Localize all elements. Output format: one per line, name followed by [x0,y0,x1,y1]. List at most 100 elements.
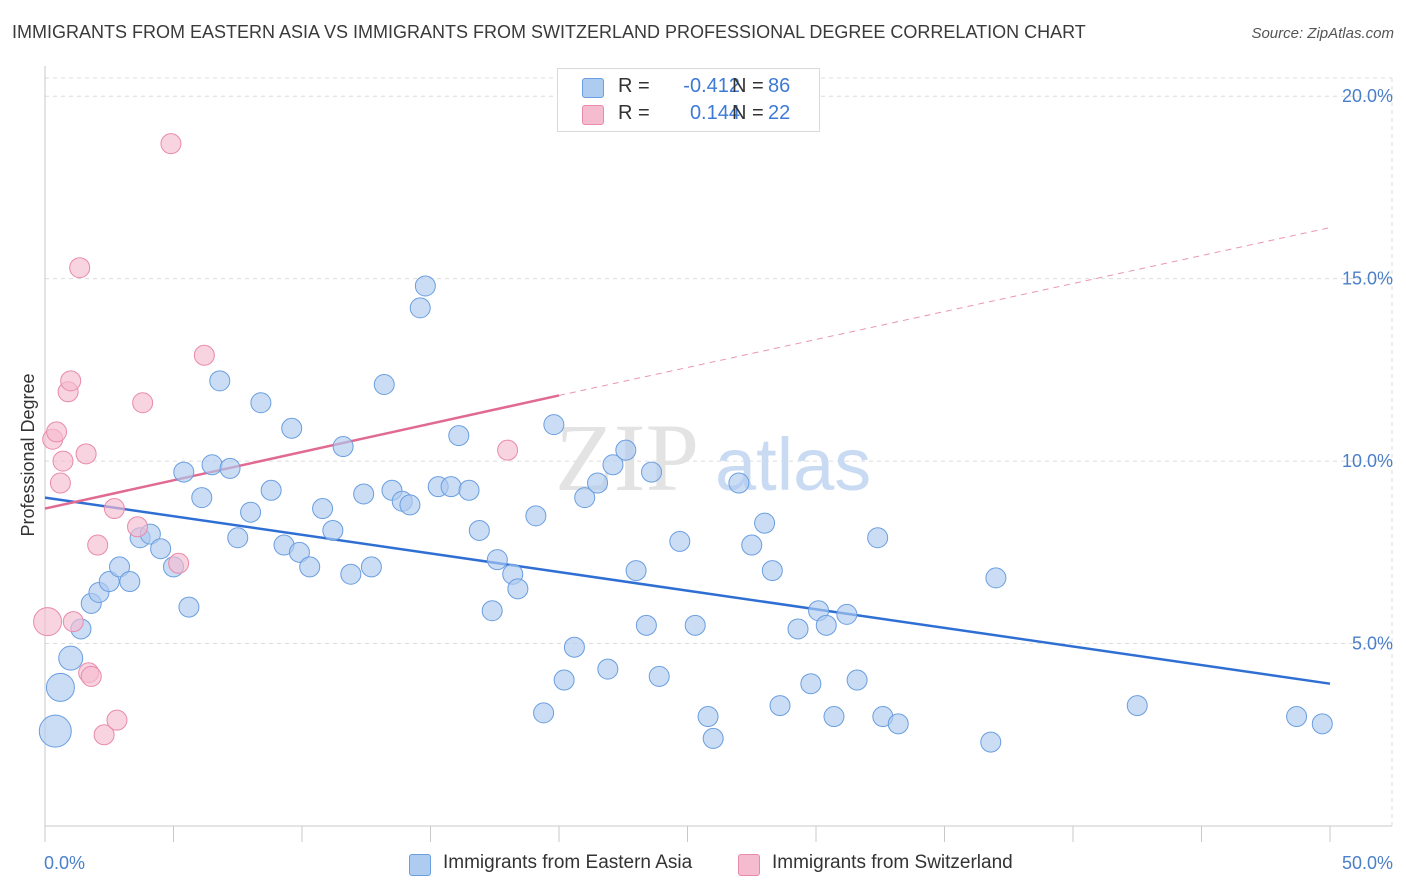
point-eastern-asia [867,527,889,549]
bottom-legend-label: Immigrants from Switzerland [772,852,1013,873]
watermark-atlas: atlas [715,423,871,506]
y-axis-label: Professional Degree [18,373,38,536]
legend-r-value: -0.412 [683,75,740,97]
point-eastern-asia [769,695,791,717]
point-eastern-asia [574,487,596,509]
point-eastern-asia [985,567,1007,589]
point-eastern-asia [836,603,858,625]
point-eastern-asia [250,392,272,414]
point-eastern-asia [648,665,670,687]
point-eastern-asia [754,512,776,534]
point-switzerland [168,552,190,574]
chart-title: IMMIGRANTS FROM EASTERN ASIA VS IMMIGRAN… [12,22,1086,42]
point-switzerland [127,516,149,538]
point-eastern-asia [823,706,845,728]
legend-r-value: 0.144 [689,102,740,124]
point-eastern-asia [409,297,431,319]
point-switzerland [193,344,215,366]
point-eastern-asia [373,373,395,395]
point-switzerland [69,257,91,279]
point-eastern-asia [448,425,470,447]
point-eastern-asia [240,501,262,523]
point-eastern-asia [173,461,195,483]
point-eastern-asia [980,731,1002,753]
point-eastern-asia [227,527,249,549]
x-tick-label: 0.0% [44,853,85,873]
point-switzerland [103,498,125,520]
point-eastern-asia [219,457,241,479]
point-switzerland [46,421,68,443]
point-eastern-asia [533,702,555,724]
point-eastern-asia [641,461,663,483]
point-eastern-asia [787,618,809,640]
point-eastern-asia [553,669,575,691]
point-eastern-asia [360,556,382,578]
trend-line [44,496,1331,685]
trend-lines [44,227,1331,685]
legend-n-label: N = [732,75,764,97]
point-switzerland [106,709,128,731]
point-eastern-asia [702,727,724,749]
bottom-legend-label: Immigrants from Eastern Asia [443,852,693,873]
point-eastern-asia [201,454,223,476]
point-eastern-asia [109,556,131,578]
point-eastern-asia [563,636,585,658]
point-switzerland [62,611,84,633]
point-eastern-asia [98,571,120,593]
point-switzerland [93,724,115,746]
point-eastern-asia [45,672,75,702]
bottom-legend-swatch-pink [738,854,760,876]
point-eastern-asia [209,370,231,392]
point-eastern-asia [468,519,490,541]
point-eastern-asia [322,519,344,541]
data-points [33,133,1333,753]
point-eastern-asia [697,706,719,728]
point-eastern-asia [800,673,822,695]
y-tick-label: 5.0% [1352,634,1393,654]
point-eastern-asia [299,556,321,578]
point-eastern-asia [525,505,547,527]
point-eastern-asia [486,549,508,571]
legend-swatch-pink [582,105,604,125]
point-eastern-asia [728,472,750,494]
point-eastern-asia [178,596,200,618]
trend-line [44,394,560,510]
point-switzerland [87,534,109,556]
point-eastern-asia [625,560,647,582]
point-eastern-asia [1311,713,1333,735]
point-eastern-asia [741,534,763,556]
point-eastern-asia [399,494,421,516]
point-eastern-asia [507,578,529,600]
point-eastern-asia [543,414,565,436]
point-eastern-asia [458,479,480,501]
point-eastern-asia [119,571,141,593]
point-eastern-asia [440,476,462,498]
point-eastern-asia [38,714,72,748]
point-eastern-asia [260,479,282,501]
bottom-legend-swatch-blue [409,854,431,876]
point-switzerland [33,607,63,637]
point-switzerland [75,443,97,465]
point-switzerland [160,133,182,155]
legend-n-label: N = [732,102,764,124]
point-eastern-asia [191,487,213,509]
legend-n-value: 86 [768,75,791,97]
point-eastern-asia [761,560,783,582]
point-eastern-asia [414,275,436,297]
tick-labels: 5.0% 10.0% 15.0% 20.0% 0.0% 50.0% [44,86,1393,873]
point-eastern-asia [353,483,375,505]
point-eastern-asia [597,658,619,680]
point-eastern-asia [1286,706,1308,728]
point-eastern-asia [669,530,691,552]
point-eastern-asia [340,563,362,585]
point-eastern-asia [150,538,172,560]
point-switzerland [132,392,154,414]
trend-line [558,227,1331,396]
point-eastern-asia [587,472,609,494]
y-tick-label: 20.0% [1342,86,1393,106]
point-eastern-asia [815,614,837,636]
point-eastern-asia [312,498,334,520]
point-eastern-asia [846,669,868,691]
y-tick-label: 10.0% [1342,451,1393,471]
